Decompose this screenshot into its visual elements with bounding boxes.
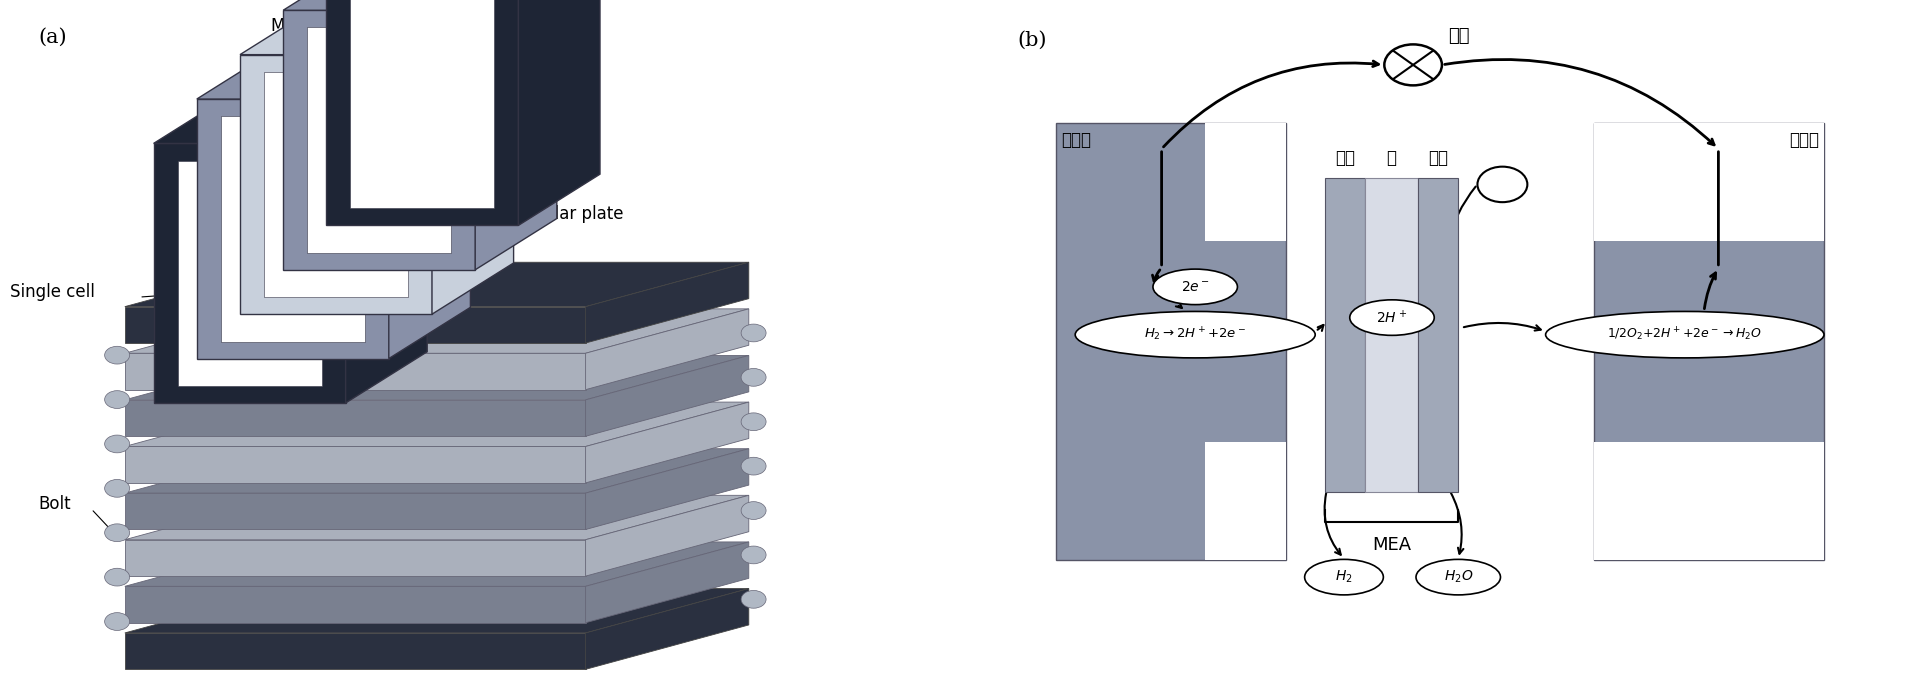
Polygon shape — [125, 586, 586, 623]
Polygon shape — [586, 402, 749, 483]
Polygon shape — [349, 0, 495, 208]
Polygon shape — [125, 633, 586, 669]
Text: $H_2$: $H_2$ — [1334, 569, 1354, 585]
Polygon shape — [196, 48, 470, 99]
Circle shape — [741, 458, 766, 475]
Text: $2e^-$: $2e^-$ — [1181, 280, 1210, 294]
Text: Bipolar plate: Bipolar plate — [453, 158, 624, 223]
Polygon shape — [1594, 442, 1734, 560]
FancyBboxPatch shape — [1417, 178, 1459, 492]
Circle shape — [741, 324, 766, 342]
Polygon shape — [125, 309, 749, 353]
Polygon shape — [125, 402, 749, 447]
Polygon shape — [154, 143, 346, 403]
Polygon shape — [154, 92, 426, 143]
Polygon shape — [265, 72, 409, 297]
Text: $H_2{\rightarrow}2H^+{+}2e^-$: $H_2{\rightarrow}2H^+{+}2e^-$ — [1144, 326, 1246, 344]
Circle shape — [104, 524, 129, 542]
Polygon shape — [476, 0, 557, 270]
Polygon shape — [307, 27, 451, 253]
Circle shape — [104, 568, 129, 586]
Polygon shape — [586, 589, 749, 669]
Polygon shape — [1056, 123, 1286, 560]
Text: MEA: MEA — [271, 17, 305, 76]
Text: MEA: MEA — [1373, 536, 1411, 554]
Polygon shape — [240, 3, 515, 55]
Polygon shape — [518, 0, 599, 225]
Polygon shape — [221, 116, 365, 342]
Polygon shape — [1206, 123, 1286, 241]
Circle shape — [1384, 44, 1442, 85]
Polygon shape — [125, 353, 586, 389]
Polygon shape — [586, 262, 749, 343]
Text: 阴极: 阴极 — [1428, 150, 1448, 167]
Polygon shape — [326, 0, 518, 225]
Polygon shape — [125, 400, 586, 436]
FancyBboxPatch shape — [1365, 178, 1417, 492]
Text: 阳极: 阳极 — [1334, 150, 1356, 167]
Polygon shape — [1206, 442, 1286, 560]
Circle shape — [1478, 167, 1528, 202]
Polygon shape — [125, 540, 586, 576]
Polygon shape — [125, 493, 586, 529]
Polygon shape — [125, 307, 586, 343]
Polygon shape — [125, 589, 749, 633]
Polygon shape — [388, 48, 470, 359]
Ellipse shape — [1546, 311, 1824, 358]
Polygon shape — [586, 495, 749, 576]
Circle shape — [741, 546, 766, 564]
Ellipse shape — [1075, 311, 1315, 358]
Ellipse shape — [1306, 559, 1382, 595]
Polygon shape — [125, 495, 749, 540]
Polygon shape — [1594, 442, 1824, 560]
Text: 双极版: 双极版 — [1789, 131, 1818, 149]
Circle shape — [741, 501, 766, 519]
Circle shape — [104, 391, 129, 408]
FancyBboxPatch shape — [1325, 178, 1365, 492]
Polygon shape — [346, 92, 426, 403]
Polygon shape — [240, 55, 432, 314]
Circle shape — [741, 590, 766, 608]
Polygon shape — [1594, 123, 1824, 241]
Text: (b): (b) — [1018, 31, 1046, 50]
Circle shape — [104, 435, 129, 453]
Text: Bolt: Bolt — [38, 495, 71, 513]
Text: (a): (a) — [38, 27, 67, 46]
Text: $1/2O_2{+}2H^+{+}2e^-{\rightarrow}H_2O$: $1/2O_2{+}2H^+{+}2e^-{\rightarrow}H_2O$ — [1607, 326, 1763, 344]
Polygon shape — [125, 262, 749, 307]
Polygon shape — [196, 99, 388, 359]
Polygon shape — [586, 309, 749, 389]
Polygon shape — [125, 355, 749, 400]
Circle shape — [104, 479, 129, 497]
Polygon shape — [125, 447, 586, 483]
Polygon shape — [1594, 123, 1824, 560]
Text: Endplate: Endplate — [578, 309, 668, 376]
Polygon shape — [284, 0, 557, 10]
Polygon shape — [177, 161, 321, 386]
Text: $2H^+$: $2H^+$ — [1377, 309, 1407, 326]
Polygon shape — [432, 3, 515, 314]
Polygon shape — [586, 449, 749, 529]
Polygon shape — [125, 542, 749, 586]
Polygon shape — [284, 10, 476, 270]
Text: 双极版: 双极版 — [1060, 131, 1091, 149]
Text: $H_2O$: $H_2O$ — [1444, 569, 1473, 585]
Ellipse shape — [1350, 300, 1434, 335]
Polygon shape — [125, 449, 749, 493]
Polygon shape — [586, 542, 749, 623]
Polygon shape — [1594, 123, 1734, 241]
Ellipse shape — [1417, 559, 1501, 595]
Text: 负载: 负载 — [1448, 27, 1471, 45]
Circle shape — [741, 413, 766, 431]
Polygon shape — [586, 355, 749, 436]
Circle shape — [741, 369, 766, 387]
Text: 膜: 膜 — [1386, 150, 1396, 167]
Ellipse shape — [1152, 269, 1238, 305]
Text: Seal: Seal — [390, 17, 436, 86]
Circle shape — [104, 346, 129, 364]
Circle shape — [104, 613, 129, 630]
Text: Single cell: Single cell — [10, 283, 94, 301]
